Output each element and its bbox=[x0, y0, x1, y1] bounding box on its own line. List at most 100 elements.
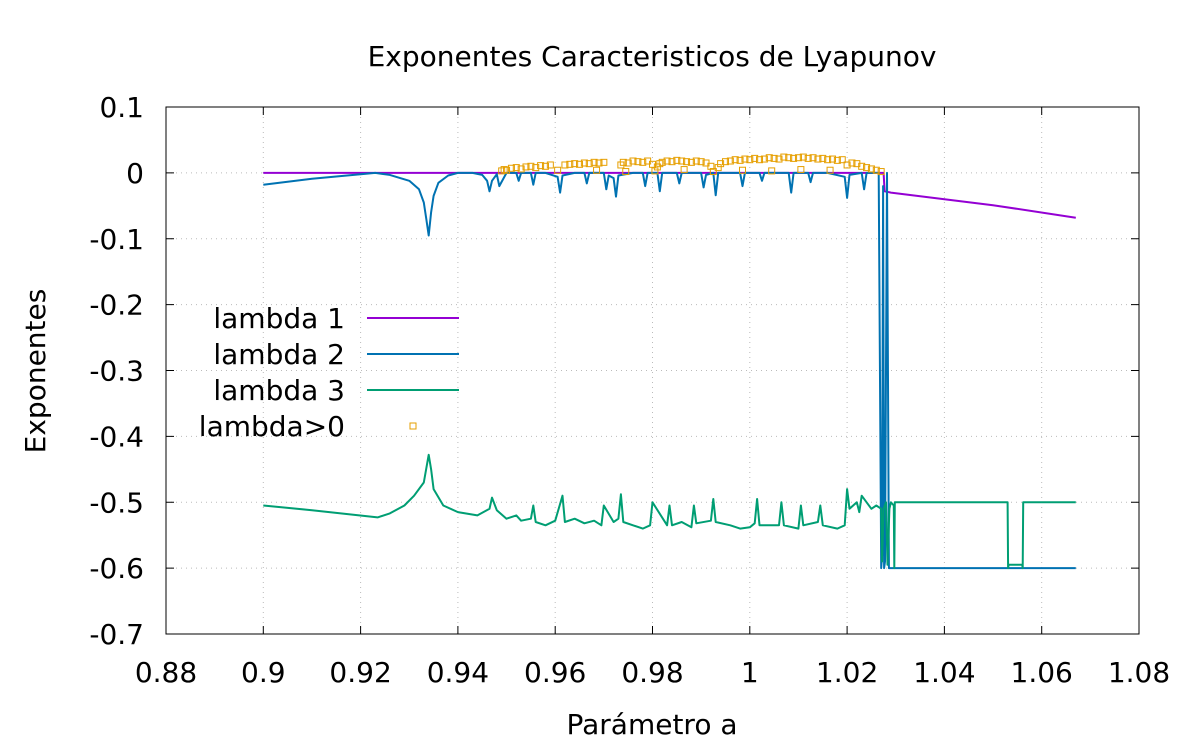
series-point-lambda-0 bbox=[585, 160, 593, 168]
series-point-lambda-0 bbox=[619, 158, 627, 166]
y-tick-label: -0.1 bbox=[89, 223, 144, 256]
series-point-lambda-0 bbox=[770, 154, 778, 162]
series-point-lambda-0 bbox=[819, 154, 827, 162]
series-point-lambda-0 bbox=[809, 154, 817, 162]
series-point-lambda-0 bbox=[512, 164, 520, 172]
series-point-lambda-0 bbox=[756, 156, 764, 164]
series-point-lambda-0 bbox=[566, 160, 574, 168]
series-point-lambda-0 bbox=[593, 166, 601, 174]
x-tick-label: 0.96 bbox=[524, 656, 586, 689]
series-point-lambda-0 bbox=[721, 158, 729, 166]
legend-label: lambda 3 bbox=[213, 374, 345, 407]
series-point-lambda-0 bbox=[527, 162, 535, 170]
series-point-lambda-0 bbox=[624, 159, 632, 167]
series-point-lambda-0 bbox=[541, 162, 549, 170]
y-tick-label: -0.7 bbox=[89, 618, 144, 651]
series-point-lambda-0 bbox=[714, 164, 722, 172]
series-point-lambda-0 bbox=[498, 167, 506, 175]
series-point-lambda-0 bbox=[576, 160, 584, 168]
x-axis-label: Parámetro a bbox=[566, 708, 737, 741]
series-point-lambda-0 bbox=[571, 160, 579, 168]
series-point-lambda-0 bbox=[668, 158, 676, 166]
series-point-lambda-0 bbox=[848, 159, 856, 167]
y-tick-label: -0.2 bbox=[89, 289, 144, 322]
series-point-lambda-0 bbox=[872, 166, 880, 174]
x-tick-label: 0.98 bbox=[621, 656, 683, 689]
series-point-lambda-0 bbox=[746, 156, 754, 164]
series-point-lambda-0 bbox=[790, 154, 798, 162]
series-point-lambda-0 bbox=[692, 157, 700, 165]
series-point-lambda-0 bbox=[622, 168, 630, 176]
y-tick-label: -0.5 bbox=[89, 486, 144, 519]
series-point-lambda-0 bbox=[731, 156, 739, 164]
series-point-lambda-0 bbox=[595, 159, 603, 167]
series-point-lambda-0 bbox=[580, 159, 588, 167]
x-tick-label: 1.04 bbox=[913, 656, 975, 689]
x-tick-label: 1.02 bbox=[816, 656, 878, 689]
series-point-lambda-0 bbox=[651, 167, 659, 175]
series-point-lambda-0 bbox=[522, 163, 530, 171]
x-tick-label: 0.94 bbox=[427, 656, 489, 689]
y-tick-label: 0 bbox=[126, 157, 144, 190]
series-point-lambda-0 bbox=[804, 154, 812, 162]
series-point-lambda-0 bbox=[814, 155, 822, 163]
series-point-lambda-0 bbox=[824, 156, 832, 164]
series-point-lambda-0 bbox=[687, 158, 695, 166]
x-tick-label: 1 bbox=[741, 656, 759, 689]
series-point-lambda-0 bbox=[794, 154, 802, 162]
y-axis-label: Exponentes bbox=[19, 289, 52, 454]
y-tick-label: -0.3 bbox=[89, 355, 144, 388]
series-point-lambda-0 bbox=[736, 156, 744, 164]
legend-label: lambda 1 bbox=[213, 302, 345, 335]
series-point-lambda-0 bbox=[600, 158, 608, 166]
series-point-lambda-0 bbox=[838, 156, 846, 164]
series-point-lambda-0 bbox=[829, 155, 837, 163]
series-point-lambda-0 bbox=[765, 154, 773, 162]
chart-title: Exponentes Caracteristicos de Lyapunov bbox=[368, 40, 937, 73]
ticks: 0.88 0.9 0.92 0.94 0.96 0.98 1 1.02 1.04 1.06 1.08… bbox=[89, 91, 1170, 689]
series-point-lambda-0 bbox=[673, 156, 681, 164]
series-point-lambda-0 bbox=[741, 155, 749, 163]
series-point-lambda-0 bbox=[739, 166, 747, 174]
series-point-lambda-0 bbox=[680, 166, 688, 174]
x-tick-label: 0.88 bbox=[135, 656, 197, 689]
series-point-lambda-0 bbox=[858, 162, 866, 170]
series-point-lambda-0 bbox=[833, 156, 841, 164]
series-point-lambda-0 bbox=[500, 166, 508, 174]
series-point-lambda-0 bbox=[503, 166, 511, 174]
legend-swatch-point bbox=[409, 422, 417, 430]
series-point-lambda-0 bbox=[658, 158, 666, 166]
series-point-lambda-0 bbox=[656, 160, 664, 168]
series-point-lambda-0 bbox=[717, 160, 725, 168]
series-point-lambda-0 bbox=[768, 167, 776, 175]
series-point-lambda-0 bbox=[663, 157, 671, 165]
series-point-lambda-0 bbox=[707, 162, 715, 170]
series-line-lambda-1 bbox=[263, 171, 1076, 219]
series-point-lambda-0 bbox=[780, 153, 788, 161]
series-point-lambda-0 bbox=[843, 161, 851, 169]
x-tick-label: 1.06 bbox=[1011, 656, 1073, 689]
series-point-lambda-0 bbox=[590, 158, 598, 166]
series-point-lambda-0 bbox=[554, 166, 562, 174]
series-point-lambda-0 bbox=[826, 166, 834, 174]
y-tick-label: -0.4 bbox=[89, 420, 144, 453]
series-point-lambda-0 bbox=[537, 162, 545, 170]
x-tick-label: 0.92 bbox=[329, 656, 391, 689]
x-tick-label: 1.08 bbox=[1108, 656, 1170, 689]
series-point-lambda-0 bbox=[639, 158, 647, 166]
legend-label: lambda>0 bbox=[199, 410, 345, 443]
series-point-lambda-0 bbox=[683, 158, 691, 166]
series-point-lambda-0 bbox=[546, 161, 554, 169]
series-point-lambda-0 bbox=[726, 157, 734, 165]
series-line-lambda-3 bbox=[263, 453, 1076, 570]
series-point-lambda-0 bbox=[799, 153, 807, 161]
series-point-lambda-0 bbox=[775, 155, 783, 163]
series-point-lambda-0 bbox=[629, 157, 637, 165]
y-tick-label: -0.6 bbox=[89, 552, 144, 585]
plot-area bbox=[263, 153, 1076, 570]
series-point-lambda-0 bbox=[863, 164, 871, 172]
y-tick-label: 0.1 bbox=[99, 91, 144, 124]
series-point-lambda-0 bbox=[532, 164, 540, 172]
series-point-lambda-0 bbox=[751, 154, 759, 162]
